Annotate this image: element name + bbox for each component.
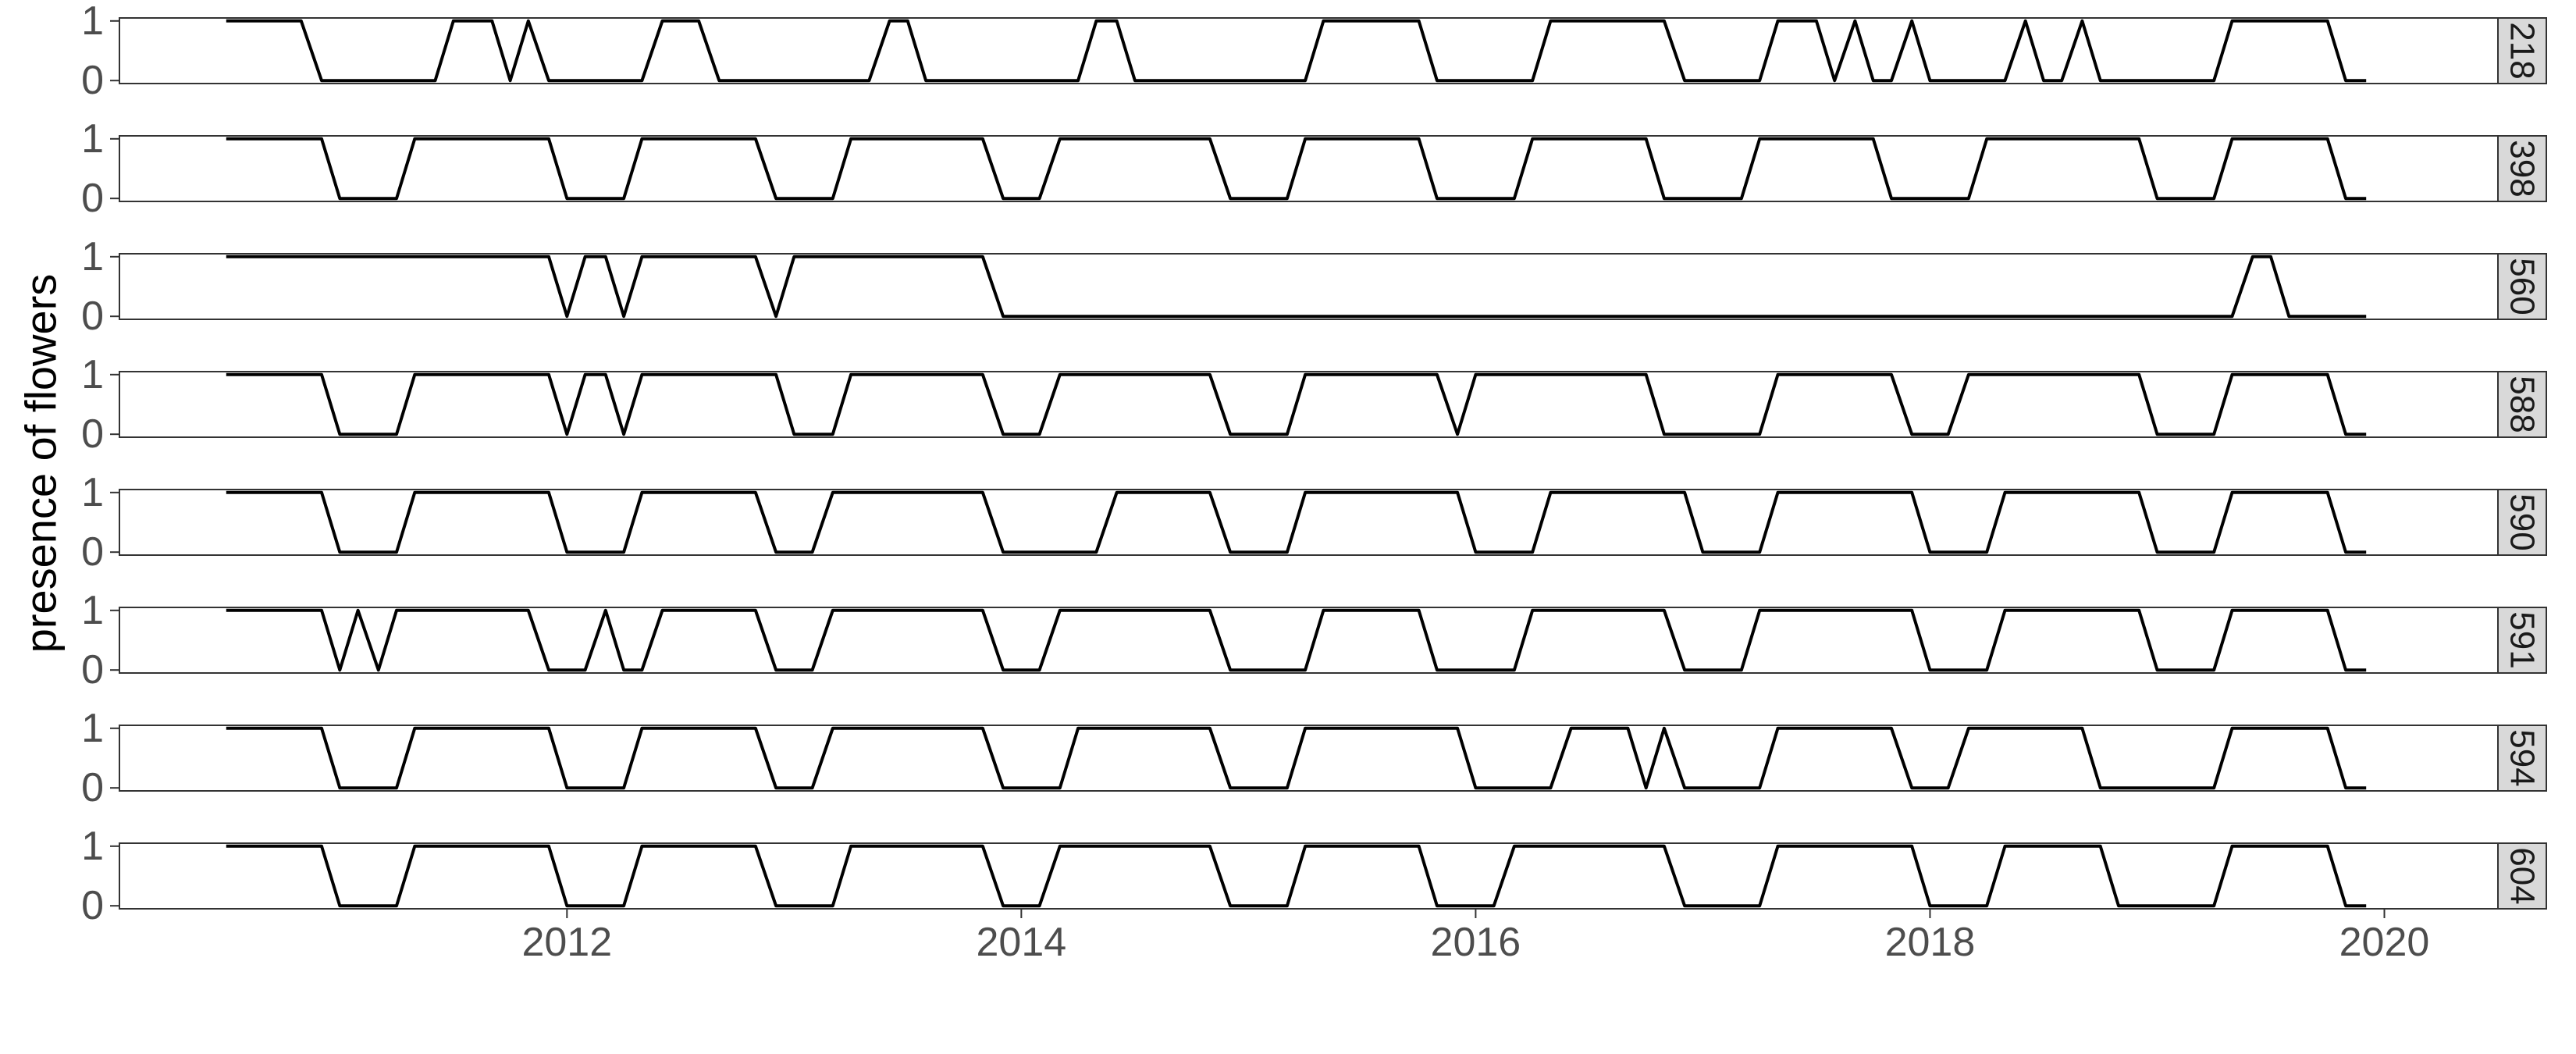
y-tick-label: 0 (81, 529, 104, 575)
facet-strip-label: 594 (2503, 729, 2542, 786)
panel-border (119, 135, 2499, 202)
y-tick-label: 0 (81, 411, 104, 457)
y-tick-label: 0 (81, 765, 104, 810)
facet-panel: 398 0 1 (81, 116, 2547, 221)
facet-strip (2497, 725, 2547, 792)
y-tick-label: 0 (81, 176, 104, 221)
panel-border (119, 725, 2499, 792)
y-axis-title: presence of flowers (16, 274, 66, 653)
facet-panel: 590 0 1 (81, 470, 2547, 575)
facet-panel: 594 0 1 (81, 706, 2547, 810)
y-tick-label: 1 (81, 470, 104, 515)
facet-strip-label: 218 (2503, 22, 2542, 79)
y-tick-label: 0 (81, 294, 104, 339)
series-line (226, 726, 2367, 790)
facet-strip (2497, 607, 2547, 674)
series-line (226, 608, 2367, 672)
series-line (226, 255, 2367, 319)
facet-strip-label: 591 (2503, 611, 2542, 668)
panel-border (119, 253, 2499, 320)
y-tick-label: 1 (81, 0, 104, 44)
series-line (226, 137, 2367, 201)
x-tick-label: 2018 (1885, 920, 1976, 965)
x-tick-label: 2014 (977, 920, 1067, 965)
facet-strip (2497, 842, 2547, 910)
facet-strip (2497, 253, 2547, 320)
facet-strip-label: 588 (2503, 376, 2542, 433)
facet-strip-label: 560 (2503, 258, 2542, 315)
y-tick-label: 1 (81, 706, 104, 751)
facet-strip (2497, 135, 2547, 202)
facet-panel: 218 0 1 (81, 0, 2547, 103)
panel-border (119, 371, 2499, 438)
facet-strip-label: 604 (2503, 847, 2542, 904)
panel-border (119, 842, 2499, 910)
series-line (226, 490, 2367, 554)
facet-panel: 588 0 1 (81, 352, 2547, 457)
y-tick-label: 1 (81, 824, 104, 869)
x-tick-label: 2012 (521, 920, 612, 965)
series-line (226, 372, 2367, 436)
series-line (226, 19, 2367, 83)
x-tick-label: 2016 (1431, 920, 1521, 965)
series-line (226, 844, 2367, 908)
y-tick-label: 1 (81, 352, 104, 397)
facet-strip (2497, 371, 2547, 438)
y-tick-label: 0 (81, 58, 104, 103)
y-tick-label: 1 (81, 116, 104, 162)
facet-panel: 560 0 1 (81, 234, 2547, 339)
y-tick-label: 0 (81, 647, 104, 693)
y-tick-label: 0 (81, 883, 104, 928)
facet-panel: 591 0 1 (81, 588, 2547, 693)
facet-strip (2497, 489, 2547, 556)
y-tick-label: 1 (81, 588, 104, 633)
facet-strip-label: 398 (2503, 140, 2542, 197)
facet-strip-label: 590 (2503, 493, 2542, 550)
x-tick-label: 2020 (2339, 920, 2430, 965)
y-tick-label: 1 (81, 234, 104, 280)
facet-strip (2497, 17, 2547, 84)
facet-panel: 604 0 1 (81, 824, 2547, 928)
